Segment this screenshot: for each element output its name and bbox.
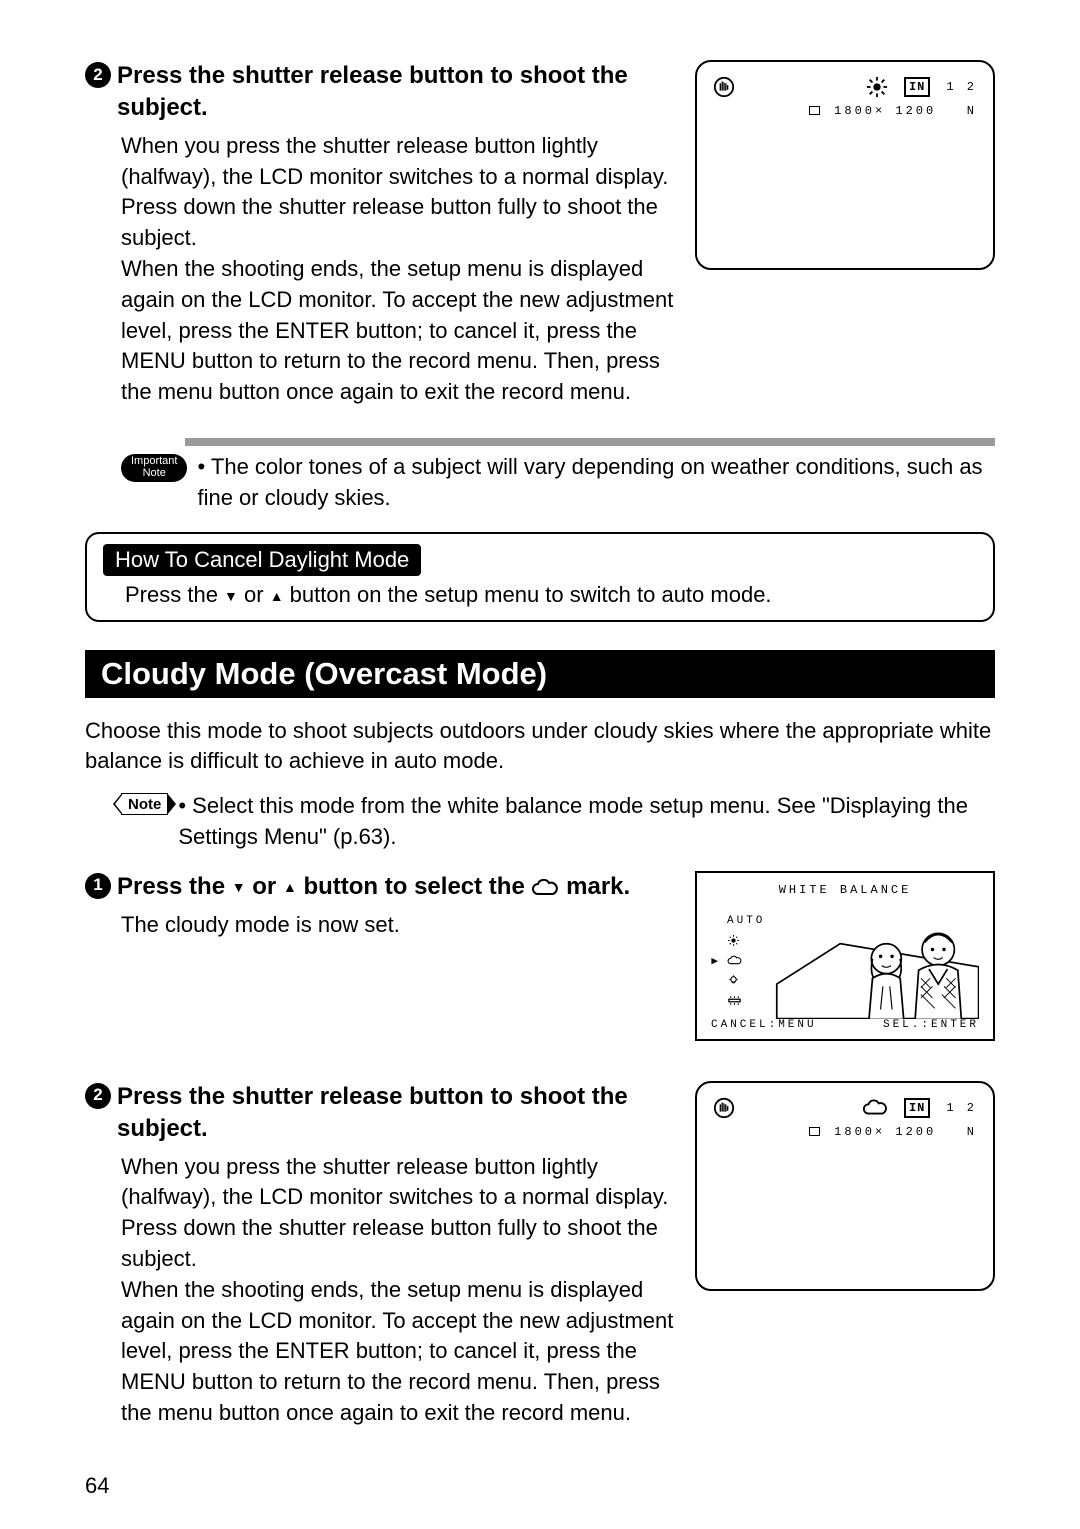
shake-icon [713, 76, 735, 98]
up-triangle-icon: ▲ [283, 879, 297, 895]
lcd1-count: 1 2 [946, 80, 977, 94]
card-icon [809, 106, 820, 115]
wb-fluorescent-icon [727, 995, 742, 1006]
note-diamond-text: • Select this mode from the white balanc… [178, 791, 995, 853]
shake-icon [713, 1097, 735, 1119]
cancel-daylight-box: How To Cancel Daylight Mode Press the ▼ … [85, 532, 995, 622]
page-number: 64 [85, 1473, 109, 1499]
in-badge: IN [904, 77, 930, 97]
lcd1-resolution: 1800× 1200 [834, 104, 936, 118]
step-1-text: 1 Press the ▼ or ▲ button to select the … [85, 871, 675, 1041]
down-triangle-icon: ▼ [224, 588, 238, 604]
step-2b-text: 2 Press the shutter release button to sh… [85, 1081, 675, 1429]
cancel-title: How To Cancel Daylight Mode [103, 544, 421, 576]
step-number-icon: 2 [85, 62, 111, 88]
wb-auto: AUTO [727, 915, 765, 927]
lcd-preview-sun: IN 1 2 1800× 1200 N [695, 60, 995, 270]
step-2a-heading: 2 Press the shutter release button to sh… [85, 60, 675, 125]
in-badge: IN [904, 1098, 930, 1118]
wb-illustration [771, 903, 979, 1019]
lcd-preview-cloud: IN 1 2 1800× 1200 N [695, 1081, 995, 1291]
step-1-heading: 1 Press the ▼ or ▲ button to select the … [85, 871, 675, 904]
step-2b-heading: 2 Press the shutter release button to sh… [85, 1081, 675, 1146]
wb-cancel: CANCEL:MENU [711, 1019, 817, 1031]
step-1-body: The cloudy mode is now set. [121, 910, 675, 941]
wb-sun-icon [727, 934, 740, 947]
card-icon [809, 1127, 820, 1136]
wb-pointer-icon: ▶ [711, 954, 721, 968]
cloud-icon [862, 1099, 888, 1117]
note-diamond: Note [121, 793, 168, 815]
step-2b-title: Press the shutter release button to shoo… [117, 1081, 675, 1146]
lcd2-resolution: 1800× 1200 [834, 1125, 936, 1139]
step-2-daylight: 2 Press the shutter release button to sh… [85, 60, 995, 408]
step-2a-body: When you press the shutter release butto… [121, 131, 675, 408]
up-triangle-icon: ▲ [270, 588, 284, 604]
step-number-icon: 1 [85, 873, 111, 899]
cancel-body: Press the ▼ or ▲ button on the setup men… [125, 582, 977, 608]
important-note: Important Note • The color tones of a su… [121, 452, 995, 514]
step-2-cloudy: 2 Press the shutter release button to sh… [85, 1081, 995, 1429]
lcd2-count: 1 2 [946, 1101, 977, 1115]
step-1-cloudy: 1 Press the ▼ or ▲ button to select the … [85, 871, 995, 1041]
important-pill: Important Note [121, 454, 187, 482]
lcd1-quality: N [967, 104, 977, 118]
section-header: Cloudy Mode (Overcast Mode) [85, 650, 995, 698]
wb-options: AUTO ▶ [711, 913, 765, 1009]
step-2a-title: Press the shutter release button to shoo… [117, 60, 675, 125]
step-number-icon: 2 [85, 1083, 111, 1109]
wb-title: WHITE BALANCE [711, 883, 979, 897]
intro-text: Choose this mode to shoot subjects outdo… [85, 716, 995, 778]
important-text: • The color tones of a subject will vary… [197, 452, 995, 514]
wb-tungsten-icon [727, 974, 740, 987]
down-triangle-icon: ▼ [232, 879, 246, 895]
wb-cloud-icon [727, 955, 742, 966]
step-1-title: Press the ▼ or ▲ button to select the ma… [117, 871, 630, 904]
sun-icon [866, 76, 888, 98]
divider-bar [185, 438, 995, 446]
wb-select: SEL.:ENTER [883, 1019, 979, 1031]
step-2-daylight-text: 2 Press the shutter release button to sh… [85, 60, 675, 408]
step-2b-body: When you press the shutter release butto… [121, 1152, 675, 1429]
lcd2-quality: N [967, 1125, 977, 1139]
white-balance-menu: WHITE BALANCE AUTO ▶ [695, 871, 995, 1041]
cloud-icon [531, 873, 559, 900]
note-diamond-row: Note • Select this mode from the white b… [121, 791, 995, 853]
